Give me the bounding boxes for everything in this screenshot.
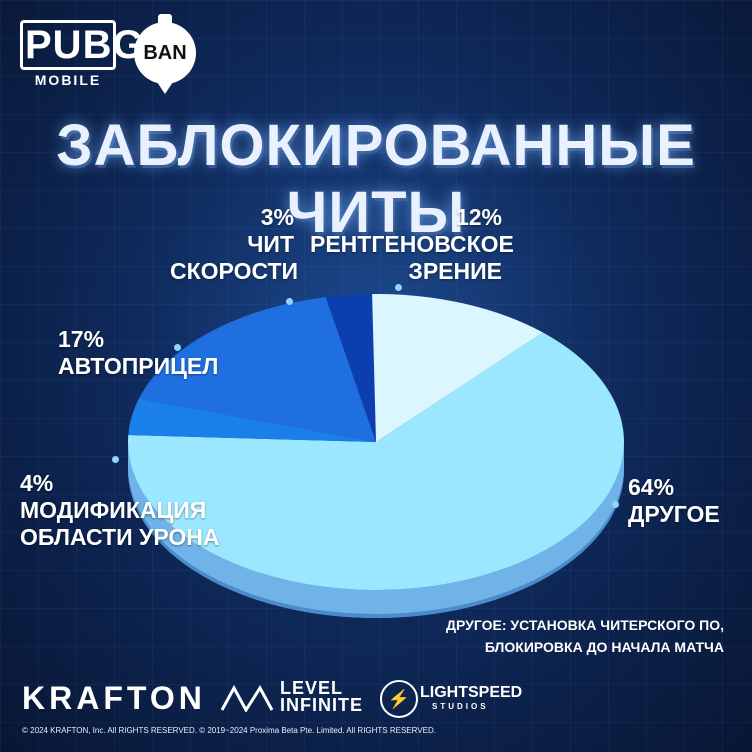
level-infinite-icon: [220, 684, 274, 712]
logo-sub-text: MOBILE: [34, 72, 102, 88]
slice-label-text-0-0: ДРУГОЕ: [628, 501, 720, 527]
slice-marker-dot-2: [174, 344, 181, 351]
slice-label-2: 17% АВТОПРИЦЕЛ: [58, 326, 218, 380]
slice-label-text-3-1: СКОРОСТИ: [170, 258, 299, 284]
lightspeed-text: LIGHTSPEED: [420, 684, 523, 701]
page-title: ЗАБЛОКИРОВАННЫЕ ЧИТЫ: [56, 113, 696, 245]
slice-value-0: 64%: [628, 474, 675, 500]
slice-marker-dot-4: [395, 284, 402, 291]
other-note-line2: БЛОКИРОВКА ДО НАЧАЛА МАТЧА: [484, 639, 724, 655]
lightning-icon: ⚡: [380, 680, 418, 718]
pie-slice-2: [138, 297, 376, 442]
infinite-text: INFINITE: [280, 695, 363, 715]
slice-label-text-4-1: ЗРЕНИЕ: [408, 258, 502, 284]
pie-slice-0: [127, 332, 624, 591]
krafton-logo: KRAFTON: [22, 680, 206, 716]
pie-rim: [128, 442, 624, 618]
pie-slice-3: [325, 294, 376, 442]
slice-label-1: 4% МОДИФИКАЦИЯ ОБЛАСТИ УРОНА: [20, 470, 220, 551]
slice-marker-dot-0: [612, 501, 619, 508]
slice-marker-dot-3: [286, 298, 293, 305]
slice-label-text-2-0: АВТОПРИЦЕЛ: [58, 353, 219, 379]
slice-marker-dot-1: [112, 456, 119, 463]
slice-label-3: 3% ЧИТ СКОРОСТИ: [170, 204, 299, 285]
other-note-line1: ДРУГОЕ: УСТАНОВКА ЧИТЕРСКОГО ПО,: [446, 617, 724, 633]
slice-label-4: 12% РЕНТГЕНОВСКОЕ ЗРЕНИЕ: [310, 204, 514, 285]
slice-value-2: 17%: [58, 326, 105, 352]
slice-label-0: 64% ДРУГОЕ: [628, 474, 720, 528]
slice-label-text-1-0: МОДИФИКАЦИЯ: [20, 497, 207, 523]
pie-slice-1: [128, 398, 376, 442]
slice-label-text-1-1: ОБЛАСТИ УРОНА: [20, 524, 220, 550]
slice-value-3: 3%: [260, 204, 294, 230]
slice-value-1: 4%: [20, 470, 54, 496]
copyright-text: © 2024 KRAFTON, Inc. All RIGHTS RESERVED…: [22, 726, 436, 735]
pie-depth: [128, 442, 624, 618]
level-text: LEVEL: [280, 678, 344, 698]
studios-text: STUDIOS: [432, 702, 489, 711]
slice-value-4: 12%: [455, 204, 502, 230]
slice-label-text-4-0: РЕНТГЕНОВСКОЕ: [310, 231, 514, 257]
slice-label-text-3-0: ЧИТ: [247, 231, 294, 257]
ban-badge: BAN: [134, 22, 196, 84]
pie-slices: [127, 294, 624, 591]
pie-slice-4: [372, 294, 543, 442]
other-note: ДРУГОЕ: УСТАНОВКА ЧИТЕРСКОГО ПО, БЛОКИРО…: [446, 614, 724, 658]
